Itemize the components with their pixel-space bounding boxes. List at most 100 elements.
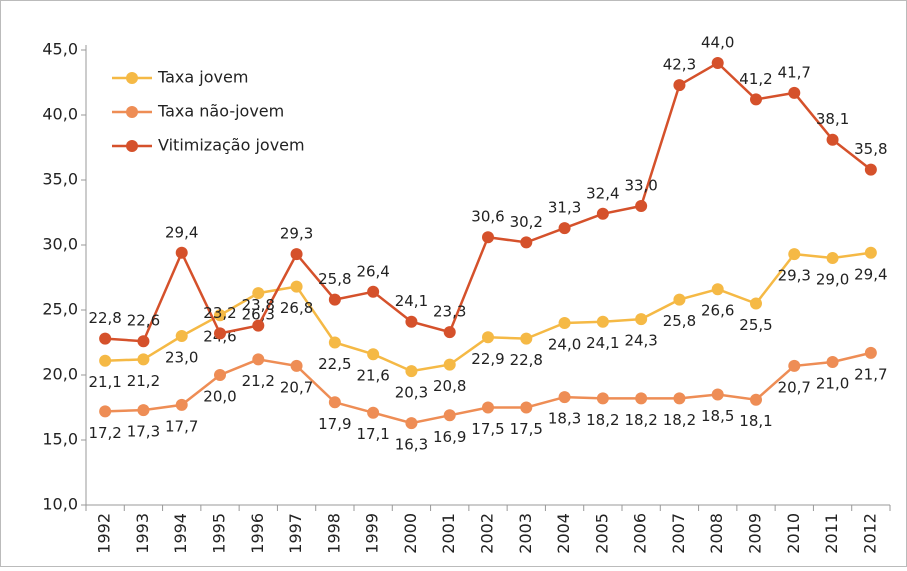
- x-tick-label: 2005: [592, 513, 611, 554]
- data-label: 22,6: [127, 312, 160, 330]
- x-tick-label: 2000: [401, 513, 420, 554]
- point: [252, 287, 265, 300]
- data-label: 44,0: [701, 34, 734, 52]
- point: [750, 93, 762, 106]
- point: [214, 327, 226, 340]
- point: [405, 315, 418, 328]
- point: [290, 280, 303, 293]
- point: [635, 313, 648, 326]
- data-label: 18,2: [624, 411, 657, 429]
- x-tick-label: 2006: [631, 513, 650, 554]
- point: [558, 222, 571, 235]
- data-label: 29,0: [816, 271, 849, 289]
- data-label: 24,1: [586, 334, 619, 352]
- point: [635, 392, 648, 405]
- point: [290, 359, 303, 372]
- data-label: 20,3: [395, 384, 428, 402]
- x-tick-label: 1995: [210, 513, 229, 554]
- data-label: 29,4: [165, 223, 198, 241]
- data-label: 23,3: [433, 303, 466, 321]
- y-tick-label: 10,0: [42, 495, 78, 514]
- x-tick-label: 2003: [516, 513, 535, 554]
- point: [482, 231, 494, 244]
- data-label: 41,7: [778, 63, 811, 81]
- point: [443, 326, 456, 339]
- point: [328, 293, 341, 306]
- data-label: 17,2: [88, 424, 121, 442]
- point: [175, 330, 188, 342]
- legend-marker: [126, 72, 138, 84]
- data-label: 30,2: [510, 213, 543, 231]
- point: [137, 335, 150, 348]
- x-tick-label: 1997: [286, 513, 305, 554]
- point: [520, 401, 533, 414]
- point: [864, 346, 877, 359]
- point: [443, 409, 456, 422]
- data-label: 31,3: [548, 199, 581, 217]
- point: [328, 336, 341, 349]
- point: [175, 398, 188, 411]
- legend-label: Taxa não-jovem: [157, 102, 284, 121]
- point: [214, 369, 226, 381]
- data-label: 42,3: [663, 56, 696, 74]
- y-tick-label: 35,0: [42, 170, 78, 189]
- point: [367, 348, 380, 361]
- point: [788, 248, 801, 261]
- x-tick-label: 2007: [669, 513, 688, 554]
- data-label: 17,3: [127, 423, 160, 441]
- point: [137, 353, 150, 366]
- data-label: 23,0: [165, 349, 198, 367]
- data-label: 17,5: [471, 420, 504, 438]
- data-label: 17,1: [356, 425, 389, 443]
- data-label: 22,8: [88, 309, 121, 327]
- point: [864, 246, 877, 259]
- data-label: 29,3: [280, 225, 313, 243]
- data-label: 30,6: [471, 208, 504, 226]
- data-label: 25,8: [663, 312, 696, 330]
- data-label: 25,8: [318, 270, 351, 288]
- data-label: 25,5: [739, 316, 772, 334]
- data-label: 21,1: [88, 373, 121, 391]
- data-label: 29,3: [778, 267, 811, 285]
- x-tick-label: 2009: [746, 513, 765, 554]
- point: [482, 331, 494, 344]
- point: [596, 392, 609, 405]
- data-label: 18,5: [701, 407, 734, 425]
- data-label: 26,4: [356, 262, 389, 280]
- data-label: 35,8: [854, 140, 887, 158]
- data-label: 29,4: [854, 265, 887, 283]
- point: [788, 359, 801, 372]
- point: [252, 353, 265, 366]
- point: [405, 417, 418, 430]
- point: [864, 163, 877, 176]
- x-tick-label: 2004: [554, 513, 573, 554]
- data-label: 21,0: [816, 375, 849, 393]
- point: [596, 315, 609, 328]
- data-label: 24,3: [624, 332, 657, 350]
- point: [788, 86, 801, 99]
- point: [214, 309, 226, 322]
- y-tick-label: 20,0: [42, 365, 78, 384]
- data-label: 26,6: [701, 302, 734, 320]
- data-label: 17,7: [165, 417, 198, 435]
- point: [367, 285, 380, 298]
- y-tick-label: 45,0: [42, 40, 78, 59]
- data-label: 23,8: [242, 296, 275, 314]
- data-label: 21,2: [127, 372, 160, 390]
- point: [137, 404, 150, 417]
- x-tick-label: 1992: [95, 513, 114, 554]
- x-tick-label: 2002: [478, 513, 497, 554]
- x-tick-label: 2012: [860, 513, 879, 554]
- point: [443, 358, 456, 371]
- point: [520, 332, 533, 345]
- data-label: 22,8: [510, 351, 543, 369]
- data-label: 18,1: [739, 412, 772, 430]
- point: [405, 365, 418, 378]
- data-label: 32,4: [586, 184, 619, 202]
- point: [826, 133, 839, 146]
- data-label: 16,9: [433, 428, 466, 446]
- data-label: 38,1: [816, 110, 849, 128]
- data-label: 24,0: [548, 336, 581, 354]
- point: [99, 354, 112, 367]
